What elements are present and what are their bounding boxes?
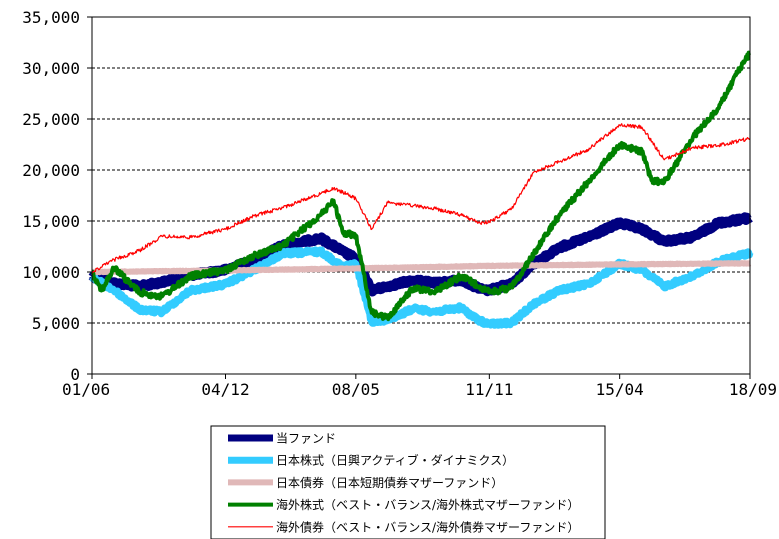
y-tick-label: 25,000 xyxy=(22,110,80,129)
legend-label: 海外債券（ベスト・バランス/海外債券マザーファンド） xyxy=(276,519,579,534)
x-tick-label: 18/09 xyxy=(729,380,777,399)
plot-border xyxy=(91,16,751,375)
legend-label: 当ファンド xyxy=(276,432,336,446)
legend-label: 日本債券（日本短期債券マザーファンド） xyxy=(276,475,503,490)
legend-label: 海外株式（ベスト・バランス/海外株式マザーファンド） xyxy=(276,497,579,512)
series-line xyxy=(89,246,754,329)
y-tick-label: 35,000 xyxy=(22,8,80,27)
y-axis: 0 5,000 10,000 15,000 20,000 25,000 30,000 35,0… xyxy=(22,8,92,384)
x-axis: 01/06 04/12 08/05 11/11 15/04 18/09 xyxy=(62,374,777,399)
y-tick-label: 5,000 xyxy=(32,314,80,333)
x-tick-label: 04/12 xyxy=(201,380,249,399)
x-tick-label: 01/06 xyxy=(62,380,110,399)
y-tick-label: 15,000 xyxy=(22,212,80,231)
series-lines xyxy=(88,50,754,329)
y-tick-label: 0 xyxy=(70,365,80,384)
series-line xyxy=(91,123,751,274)
x-tick-label: 08/05 xyxy=(332,380,380,399)
legend-box xyxy=(210,425,606,539)
plot-area xyxy=(91,16,751,375)
series-line xyxy=(90,50,752,322)
y-tick-label: 30,000 xyxy=(22,59,80,78)
legend-label: 日本株式（日興アクティブ・ダイナミクス） xyxy=(276,453,514,468)
x-tick-label: 11/11 xyxy=(465,380,513,399)
y-tick-label: 20,000 xyxy=(22,161,80,180)
y-tick-label: 10,000 xyxy=(22,263,80,282)
x-tick-label: 15/04 xyxy=(596,380,644,399)
